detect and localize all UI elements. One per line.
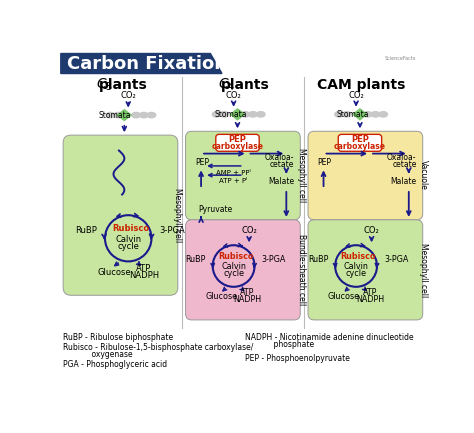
Text: carboxylase: carboxylase: [211, 142, 264, 151]
Text: RuBP: RuBP: [75, 226, 97, 235]
Text: Oxaloa-: Oxaloa-: [264, 153, 294, 162]
FancyBboxPatch shape: [63, 135, 178, 295]
Text: carboxylase: carboxylase: [334, 142, 386, 151]
Text: Calvin: Calvin: [344, 262, 368, 271]
Text: RuBP - Ribulose biphosphate: RuBP - Ribulose biphosphate: [63, 333, 173, 342]
Text: cycle: cycle: [223, 269, 244, 278]
Text: AMP + PPᴵ: AMP + PPᴵ: [216, 170, 251, 176]
Ellipse shape: [256, 112, 265, 117]
Text: Calvin: Calvin: [221, 262, 246, 271]
Polygon shape: [118, 110, 131, 120]
Text: Pyruvate: Pyruvate: [198, 205, 232, 214]
Text: PEP: PEP: [317, 158, 331, 167]
Text: PEP - Phosphoenolpyruvate: PEP - Phosphoenolpyruvate: [245, 354, 350, 363]
Text: Bundle-sheath cell: Bundle-sheath cell: [297, 234, 306, 306]
Text: ATP + Pᴵ: ATP + Pᴵ: [219, 178, 248, 184]
Ellipse shape: [343, 112, 351, 117]
Text: Malate: Malate: [391, 177, 417, 186]
Text: RuBP: RuBP: [185, 255, 206, 264]
Text: Mesophyll cell: Mesophyll cell: [297, 148, 306, 202]
Text: Rubisco: Rubisco: [112, 224, 149, 233]
Ellipse shape: [220, 112, 228, 117]
Ellipse shape: [364, 112, 372, 117]
FancyBboxPatch shape: [186, 131, 300, 220]
FancyBboxPatch shape: [186, 220, 300, 320]
Text: 3-PGA: 3-PGA: [262, 255, 286, 264]
Text: CO₂: CO₂: [226, 91, 241, 100]
Text: ATP: ATP: [363, 288, 377, 297]
Text: ATP: ATP: [240, 288, 255, 297]
Ellipse shape: [241, 112, 249, 117]
Ellipse shape: [147, 113, 156, 118]
Ellipse shape: [212, 112, 221, 117]
FancyBboxPatch shape: [338, 134, 382, 151]
Text: CO₂: CO₂: [241, 226, 257, 235]
Text: RuBP: RuBP: [308, 255, 328, 264]
Text: cetate: cetate: [392, 160, 417, 169]
Text: CO₂: CO₂: [120, 91, 136, 100]
Polygon shape: [353, 109, 367, 120]
Text: Mesophyll cell: Mesophyll cell: [173, 188, 182, 242]
Text: ScienceFacts: ScienceFacts: [384, 55, 416, 61]
Text: NADPH - Nicotinamide adenine dinucleotide: NADPH - Nicotinamide adenine dinucleotid…: [245, 333, 414, 342]
Text: PGA - Phosphoglyceric acid: PGA - Phosphoglyceric acid: [63, 360, 167, 369]
Text: PEP: PEP: [195, 158, 209, 167]
Text: NADPH: NADPH: [128, 271, 159, 280]
Ellipse shape: [106, 113, 115, 118]
Text: Rubisco: Rubisco: [341, 252, 376, 261]
Text: Stomata: Stomata: [214, 110, 247, 119]
Text: cycle: cycle: [117, 242, 139, 251]
Text: cycle: cycle: [346, 269, 366, 278]
Text: Rubisco: Rubisco: [218, 252, 254, 261]
Text: Vacuole: Vacuole: [419, 160, 428, 190]
Text: $C_4$: $C_4$: [218, 77, 235, 93]
Polygon shape: [61, 54, 222, 74]
Text: plants: plants: [221, 78, 270, 92]
Ellipse shape: [249, 112, 257, 117]
Ellipse shape: [132, 113, 140, 118]
Text: Malate: Malate: [268, 177, 294, 186]
FancyBboxPatch shape: [216, 134, 259, 151]
Text: CO₂: CO₂: [348, 91, 364, 100]
Text: Mesophyll cell: Mesophyll cell: [419, 243, 428, 297]
Ellipse shape: [139, 113, 148, 118]
Text: NADPH: NADPH: [356, 295, 384, 304]
Text: PEP: PEP: [351, 135, 369, 144]
Text: 3-PGA: 3-PGA: [384, 255, 408, 264]
Text: 3-PGA: 3-PGA: [159, 226, 185, 235]
Text: $C_3$: $C_3$: [96, 77, 113, 93]
Text: plants: plants: [99, 78, 147, 92]
Text: Rubisco - Ribulose-1,5-bisphosphate carboxylase/: Rubisco - Ribulose-1,5-bisphosphate carb…: [63, 343, 254, 352]
Text: Glucose: Glucose: [205, 292, 237, 301]
FancyBboxPatch shape: [308, 131, 423, 220]
Text: Calvin: Calvin: [115, 236, 141, 244]
Text: CO₂: CO₂: [364, 226, 380, 235]
Text: NADPH: NADPH: [234, 295, 262, 304]
Ellipse shape: [335, 112, 343, 117]
FancyBboxPatch shape: [308, 220, 423, 320]
Text: ATP: ATP: [136, 264, 151, 273]
Text: cetate: cetate: [270, 160, 294, 169]
Ellipse shape: [379, 112, 387, 117]
Text: phosphate: phosphate: [245, 340, 314, 349]
Text: Glucose: Glucose: [328, 292, 360, 301]
Text: Stomata: Stomata: [337, 110, 369, 119]
Ellipse shape: [371, 112, 380, 117]
Polygon shape: [230, 109, 245, 120]
Text: CAM plants: CAM plants: [317, 78, 406, 92]
Ellipse shape: [114, 113, 122, 118]
Text: Oxaloa-: Oxaloa-: [387, 153, 417, 162]
Text: Glucose: Glucose: [98, 268, 131, 277]
Text: PEP: PEP: [228, 135, 246, 144]
Text: Stomata: Stomata: [99, 110, 131, 120]
Text: oxygenase: oxygenase: [63, 350, 133, 359]
Text: Carbon Fixation: Carbon Fixation: [67, 55, 227, 72]
